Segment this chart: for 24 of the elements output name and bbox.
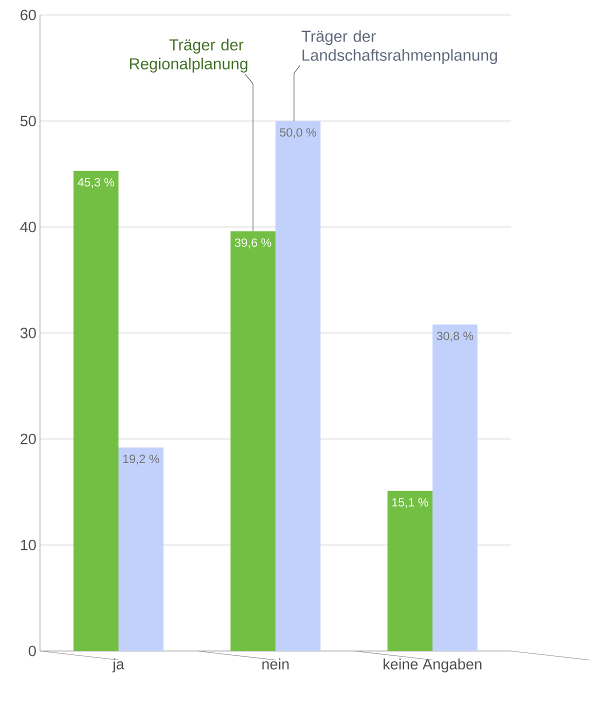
- x-tick-label: keine Angaben: [384, 658, 482, 672]
- x-tick-label: nein: [262, 658, 289, 670]
- y-tick-label: 10: [21, 540, 36, 550]
- data-label: 39,6 %: [234, 238, 272, 248]
- data-label: 30,8 %: [436, 332, 474, 342]
- y-tick-label: 30: [20, 328, 36, 338]
- data-label: 45,3 %: [78, 178, 114, 188]
- data-label: 15,1 %: [392, 498, 428, 508]
- bar: [432, 324, 478, 651]
- bar: [388, 490, 433, 651]
- bar: [276, 120, 321, 651]
- text: Träger der Landschaftsrahmenplanung: [302, 30, 498, 64]
- y-tick-label: 0: [28, 646, 36, 656]
- x-tick-label: ja: [112, 658, 124, 672]
- bar: [74, 170, 119, 651]
- y-tick-label: 60: [20, 10, 36, 20]
- y-tick-label: 50: [20, 116, 36, 126]
- text: Träger der Regionalplanung: [130, 38, 248, 73]
- data-label: 19,2 %: [123, 454, 160, 465]
- y-tick-label: 20: [20, 434, 36, 444]
- y-tick-label: 40: [20, 222, 36, 232]
- data-label: 50,0 %: [280, 128, 316, 138]
- bar: [118, 447, 164, 651]
- bar: [230, 231, 276, 651]
